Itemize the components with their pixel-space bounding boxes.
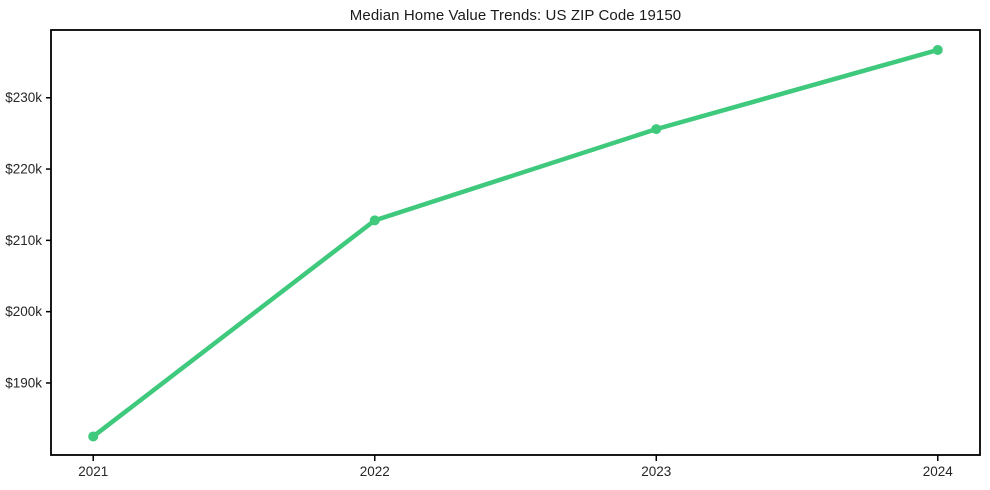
data-point-marker [651,124,662,135]
x-tick-label: 2024 [923,464,954,479]
y-tick-label: $210k [5,233,42,248]
x-tick-label: 2022 [360,464,390,479]
trend-line [90,47,941,439]
y-tick-label: $200k [5,304,42,319]
x-tick-label: 2023 [641,464,671,479]
x-tick-label: 2021 [78,464,108,479]
data-point-marker [369,215,380,226]
y-tick-label: $220k [5,162,42,177]
y-tick-label: $190k [5,375,42,390]
data-point-marker [88,431,99,442]
chart-title: Median Home Value Trends: US ZIP Code 19… [349,7,682,24]
y-tick-label: $230k [5,90,42,105]
data-point-marker [932,44,943,55]
plot-border [50,29,981,456]
